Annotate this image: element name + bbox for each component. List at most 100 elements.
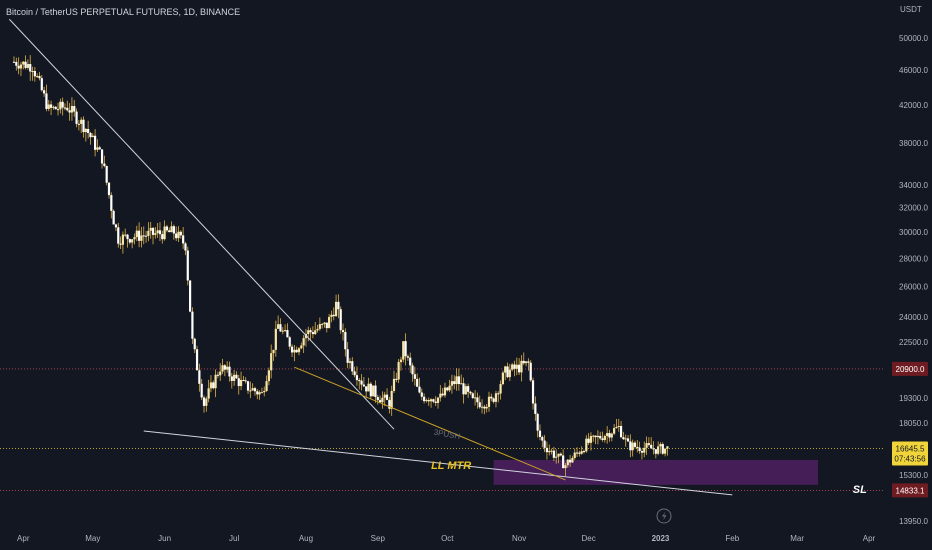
- candle-body: [75, 111, 78, 124]
- y-tick-label: 18050.0: [899, 419, 928, 428]
- candle: [654, 449, 657, 459]
- candle: [573, 448, 576, 460]
- candle: [270, 344, 273, 379]
- candle: [531, 377, 535, 410]
- candle: [121, 231, 125, 254]
- candle: [66, 100, 69, 112]
- candle-body: [541, 436, 544, 441]
- candle: [334, 294, 338, 317]
- candle: [337, 294, 340, 319]
- candle-body: [184, 243, 187, 251]
- candle-body: [499, 384, 502, 394]
- candle-body: [270, 353, 273, 371]
- candle: [613, 423, 616, 436]
- y-tick-label: 24000.0: [899, 313, 928, 322]
- candle-body: [131, 239, 134, 243]
- lightning-icon[interactable]: [656, 508, 672, 524]
- candle-body: [369, 383, 372, 397]
- candle: [202, 395, 206, 413]
- candle-body: [258, 392, 261, 395]
- candle: [24, 55, 27, 70]
- candle: [490, 393, 493, 402]
- candle: [96, 139, 99, 152]
- candle: [61, 97, 64, 116]
- candle: [624, 434, 627, 447]
- candle-body: [49, 104, 53, 108]
- candle: [520, 355, 523, 382]
- candle-body: [244, 380, 247, 382]
- candle: [453, 375, 456, 390]
- candle-body: [423, 396, 426, 402]
- lightning-icon-bolt: [662, 511, 667, 521]
- candle-body: [207, 388, 210, 399]
- candle-body: [520, 360, 523, 373]
- candle-body: [63, 107, 67, 109]
- candle: [429, 398, 433, 408]
- candle: [80, 117, 83, 134]
- candle: [302, 335, 305, 353]
- candle-body: [557, 453, 560, 457]
- candle-body: [182, 235, 185, 244]
- level-price-tag: [892, 361, 928, 376]
- candle-body: [531, 380, 535, 404]
- candle-body: [304, 334, 308, 339]
- candle-body: [256, 391, 259, 395]
- x-tick-label: Apr: [17, 534, 30, 543]
- candle: [140, 226, 143, 248]
- price-axis[interactable]: USDT 50000.0 46000.0 42000.0 38000.0 34000.0 3…: [892, 5, 928, 526]
- candle-body: [657, 446, 660, 454]
- candle-body: [631, 442, 634, 451]
- candle: [599, 431, 602, 441]
- candle: [378, 395, 382, 403]
- candle: [56, 102, 60, 116]
- candle: [402, 341, 405, 363]
- candle-body: [573, 452, 576, 458]
- candle-body: [22, 61, 25, 65]
- candle: [344, 328, 347, 357]
- candle-body: [202, 397, 206, 406]
- candle: [43, 86, 46, 97]
- candle-body: [246, 381, 250, 391]
- candle-body: [121, 234, 125, 245]
- candle-body: [26, 64, 30, 68]
- candle: [154, 227, 157, 239]
- candle-body: [82, 119, 85, 133]
- candle: [114, 223, 118, 232]
- candle-body: [501, 372, 505, 385]
- candle: [367, 377, 370, 392]
- candle: [476, 392, 479, 409]
- candle: [249, 381, 252, 399]
- candle-body: [448, 385, 451, 391]
- candle: [369, 382, 372, 400]
- candle-body: [571, 457, 574, 463]
- candle-body: [311, 332, 315, 335]
- candle: [216, 371, 220, 379]
- candle: [200, 378, 203, 401]
- candle-body: [636, 446, 639, 448]
- candle: [297, 346, 301, 356]
- x-tick-label: Apr: [863, 534, 876, 543]
- candle: [511, 362, 514, 372]
- candle: [534, 396, 537, 421]
- candle-body: [650, 444, 653, 449]
- y-tick-label: 22500.0: [899, 338, 928, 347]
- candle: [390, 385, 393, 416]
- candle: [409, 352, 412, 373]
- candle-body: [107, 182, 111, 196]
- x-tick-label: 2023: [652, 534, 670, 543]
- candle-body: [404, 341, 407, 357]
- candle-body: [344, 332, 347, 350]
- candle: [432, 398, 435, 404]
- candle: [610, 432, 613, 442]
- candle: [619, 420, 623, 439]
- candle: [147, 222, 150, 242]
- candle: [543, 435, 546, 453]
- candle-body: [29, 64, 32, 72]
- candle-body: [226, 366, 229, 370]
- candle: [659, 442, 662, 454]
- candle-body: [40, 78, 43, 91]
- candle: [626, 435, 630, 442]
- candle-body: [24, 61, 27, 68]
- candle-body: [610, 433, 613, 438]
